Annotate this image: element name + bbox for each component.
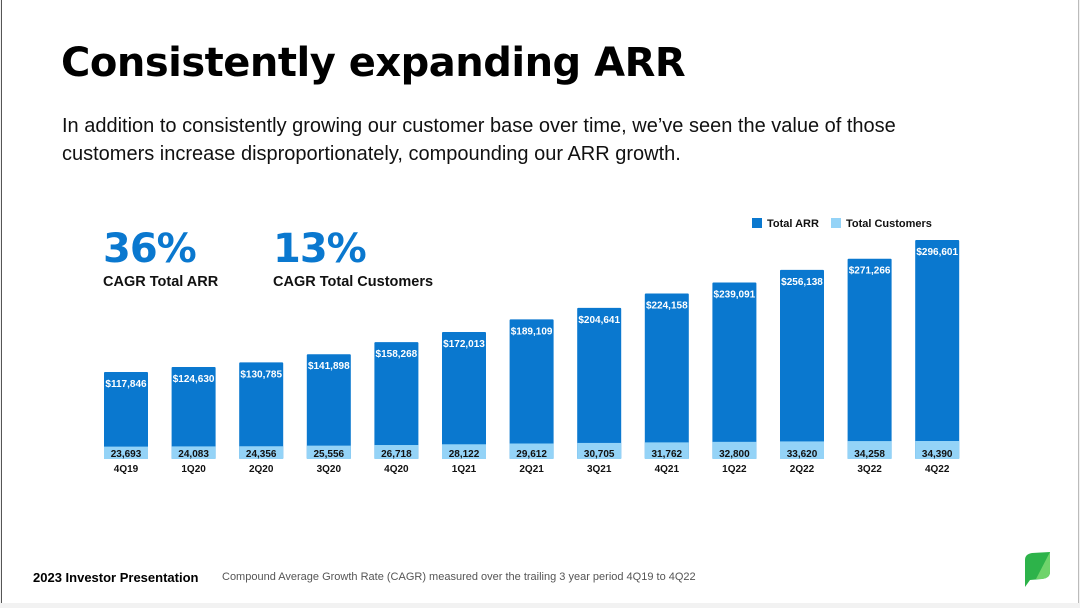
customers-data-label: 33,620 (787, 449, 818, 460)
arr-data-label: $256,138 (781, 277, 823, 288)
arr-bar (442, 331, 486, 459)
x-tick-label: 1Q22 (722, 464, 747, 475)
arr-bar (171, 366, 216, 459)
arr-bar (915, 240, 960, 459)
arr-bar (104, 371, 148, 459)
x-tick-label: 1Q20 (181, 464, 206, 475)
arr-bar (374, 342, 419, 459)
legend-label: Total Customers (845, 218, 932, 230)
arr-data-label: $189,109 (511, 326, 553, 337)
x-tick-label: 1Q21 (452, 464, 477, 475)
arr-bar (712, 282, 757, 459)
arr-data-label: $271,266 (849, 266, 891, 277)
customers-data-label: 30,705 (584, 449, 615, 460)
arr-bar (239, 362, 284, 459)
x-tick-label: 3Q22 (857, 464, 882, 475)
arr-data-label: $141,898 (308, 361, 350, 372)
customers-bar (644, 442, 689, 459)
customers-data-label: 24,356 (246, 449, 277, 460)
customers-data-label: 26,718 (381, 449, 412, 460)
legend-label: Total ARR (767, 218, 819, 230)
leaf-logo-icon (1025, 552, 1050, 587)
kpi-label: CAGR Total Customers (273, 274, 434, 290)
arr-bar (644, 293, 689, 459)
arr-data-label: $117,846 (105, 379, 147, 390)
arr-data-label: $172,013 (443, 339, 485, 350)
kpi-value: 13% (273, 226, 367, 272)
customers-bar (780, 441, 824, 459)
x-tick-label: 4Q21 (655, 464, 680, 475)
x-tick-label: 4Q22 (925, 464, 950, 475)
kpi-arr-cagr: 36% CAGR Total ARR (103, 226, 218, 290)
customers-bar (712, 441, 757, 459)
customers-data-label: 28,122 (449, 449, 480, 460)
customers-data-label: 23,693 (111, 449, 142, 460)
chart-legend: Total ARR Total Customers (752, 218, 932, 230)
arr-data-label: $130,785 (240, 369, 282, 380)
x-tick-label: 4Q19 (114, 464, 139, 475)
slide-title: Consistently expanding ARR (61, 40, 686, 86)
legend-item-customers: Total Customers (830, 218, 932, 230)
x-tick-label: 3Q20 (317, 464, 342, 475)
footer-presentation-title: 2023 Investor Presentation (33, 570, 199, 585)
arr-data-label: $204,641 (578, 315, 620, 326)
customers-data-label: 24,083 (178, 449, 209, 460)
arr-bar (847, 258, 892, 459)
kpi-label: CAGR Total ARR (103, 274, 219, 290)
arr-data-label: $224,158 (646, 300, 688, 311)
customers-data-label: 34,258 (854, 449, 885, 460)
customers-bar (847, 441, 892, 459)
arr-bar (577, 307, 622, 459)
slide-subtitle: In addition to consistently growing our … (62, 115, 896, 165)
customers-data-label: 34,390 (922, 449, 953, 460)
x-tick-label: 2Q22 (790, 464, 815, 475)
arr-data-label: $158,268 (376, 349, 418, 360)
customers-data-label: 29,612 (516, 449, 547, 460)
footer-note: Compound Average Growth Rate (CAGR) meas… (222, 571, 696, 583)
customers-bar (171, 446, 216, 459)
arr-data-label: $239,091 (714, 289, 756, 300)
customers-bar (374, 445, 419, 459)
legend-swatch (830, 218, 841, 228)
customers-data-label: 31,762 (652, 449, 683, 460)
kpi-value: 36% (103, 226, 197, 272)
arr-data-label: $296,601 (916, 247, 958, 258)
arr-bar (306, 354, 351, 459)
x-tick-label: 4Q20 (384, 464, 409, 475)
customers-bar (442, 444, 486, 459)
customers-bar (509, 443, 554, 459)
arr-data-label: $124,630 (173, 374, 215, 385)
legend-item-arr: Total ARR (752, 218, 819, 230)
kpi-customers-cagr: 13% CAGR Total Customers (273, 226, 433, 290)
customers-data-label: 32,800 (719, 449, 750, 460)
customers-bar (577, 442, 622, 459)
x-tick-label: 2Q20 (249, 464, 274, 475)
arr-bar (509, 319, 554, 459)
arr-bar (780, 269, 824, 459)
x-tick-label: 2Q21 (519, 464, 544, 475)
customers-bar (104, 446, 148, 459)
x-tick-label: 3Q21 (587, 464, 612, 475)
customers-bar (306, 445, 351, 459)
customers-bar (915, 441, 960, 459)
legend-swatch (752, 218, 762, 228)
customers-data-label: 25,556 (314, 449, 345, 460)
customers-bar (239, 446, 284, 459)
